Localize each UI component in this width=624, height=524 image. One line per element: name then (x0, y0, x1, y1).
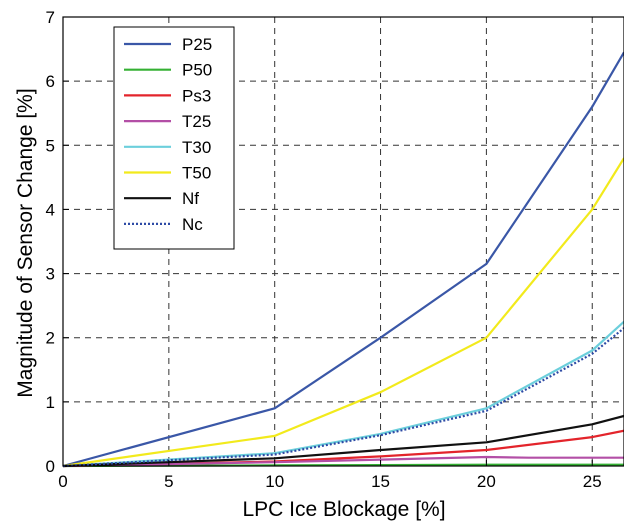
y-tick-label: 4 (46, 200, 55, 219)
y-tick-label: 2 (46, 329, 55, 348)
x-tick-label: 10 (265, 472, 284, 491)
legend-box (113, 26, 235, 250)
x-tick-label: 5 (164, 472, 173, 491)
series-line-t25 (62, 455, 624, 468)
legend: P25 P50 Ps3 T25 T30 T50 Nf Nc (113, 26, 235, 250)
y-axis-label: Magnitude of Sensor Change [%] (14, 88, 37, 397)
plot-frame (62, 16, 624, 467)
legend-label-p25: P25 (182, 35, 212, 54)
legend-label-nf: Nf (182, 189, 199, 208)
axis-ticks (62, 16, 593, 467)
legend-label-t25: T25 (182, 112, 211, 131)
legend-label-t30: T30 (182, 138, 211, 157)
x-tick-label: 15 (371, 472, 390, 491)
y-tick-label: 5 (46, 136, 55, 155)
tick-labels: 0 5 10 15 20 25 0 1 2 3 4 5 6 7 (46, 8, 602, 491)
x-tick-label: 20 (477, 472, 496, 491)
legend-label-nc: Nc (182, 215, 203, 234)
y-tick-label: 6 (46, 72, 55, 91)
series-lines (62, 51, 624, 468)
series-line-nc (62, 327, 624, 468)
legend-label-p50: P50 (182, 61, 212, 80)
y-tick-label: 1 (46, 393, 55, 412)
legend-label-t50: T50 (182, 164, 211, 183)
x-tick-label: 0 (58, 472, 67, 491)
x-tick-label: 25 (583, 472, 602, 491)
series-line-nf (62, 414, 624, 468)
series-line-p25 (62, 51, 624, 468)
y-tick-label: 3 (46, 265, 55, 284)
legend-label-ps3: Ps3 (182, 86, 211, 105)
y-tick-label: 7 (46, 8, 55, 27)
series-line-t50 (62, 157, 624, 468)
x-axis-label: LPC Ice Blockage [%] (242, 498, 445, 521)
y-tick-label: 0 (46, 457, 55, 476)
